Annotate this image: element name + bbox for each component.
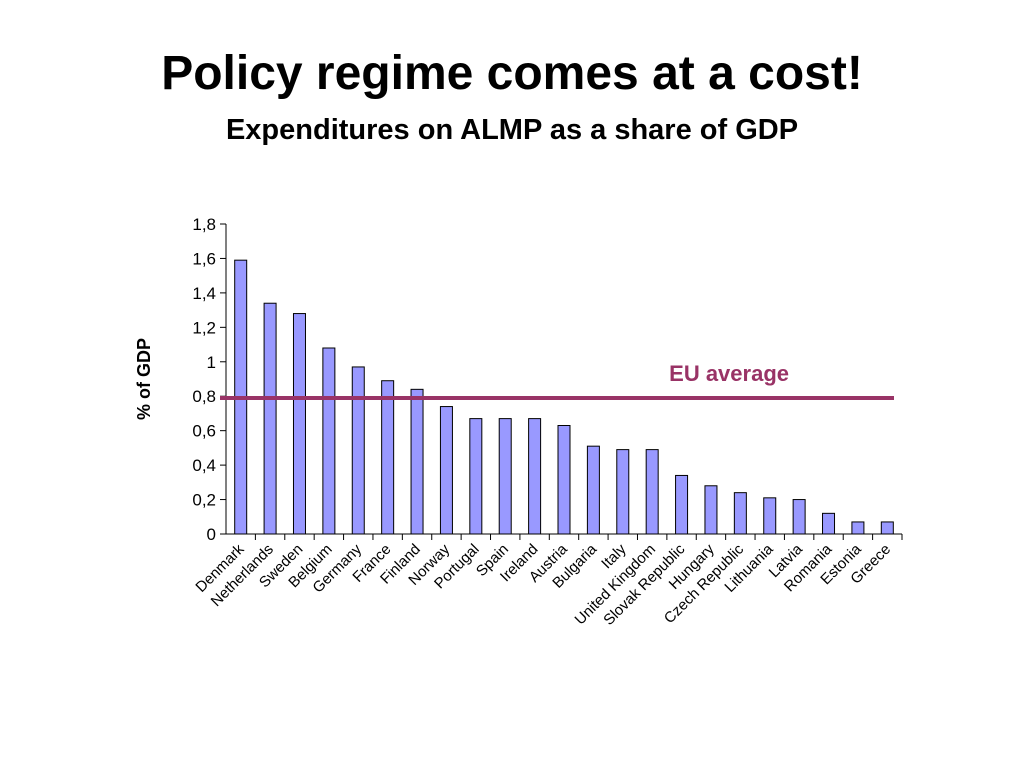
bar-netherlands: [263, 302, 277, 535]
y-tick-label: 1,4: [192, 284, 216, 303]
bar-bulgaria: [586, 445, 600, 535]
bar-finland: [410, 388, 424, 535]
bar-romania: [822, 512, 836, 535]
y-tick-label: 0,2: [192, 491, 216, 510]
y-tick-label: 0,4: [192, 456, 216, 475]
bar-estonia: [851, 521, 865, 535]
bar-italy: [616, 449, 630, 535]
y-axis-ticks: 0 0,2 0,4 0,6 0,8 1 1,2 1,4 1,6 1,8: [192, 215, 226, 544]
bar-portugal: [469, 418, 483, 535]
x-axis-ticks: [254, 534, 903, 540]
y-tick-label: 1,6: [192, 249, 216, 268]
bar-ireland: [528, 418, 542, 535]
bar-greece: [880, 521, 894, 535]
bar-czech-republic: [733, 492, 747, 535]
bar-austria: [557, 425, 571, 535]
y-tick-label: 1,8: [192, 215, 216, 234]
bar-norway: [439, 406, 453, 535]
bar-latvia: [792, 499, 806, 535]
y-tick-label: 0: [207, 525, 216, 544]
bar-germany: [351, 366, 365, 535]
bar-sweden: [292, 313, 306, 535]
bar-hungary: [704, 485, 718, 535]
bar-slovak-republic: [675, 474, 689, 535]
bar-france: [381, 380, 395, 535]
slide-title: Policy regime comes at a cost!: [161, 47, 863, 100]
bar-lithuania: [763, 497, 777, 535]
bar-united-kingdom: [645, 449, 659, 535]
eu-average-label: EU average: [669, 361, 789, 386]
slide-subtitle: Expenditures on ALMP as a share of GDP: [225, 114, 799, 146]
y-tick-label: 0,6: [192, 422, 216, 441]
y-tick-label: 1,2: [192, 318, 216, 337]
bar-belgium: [322, 347, 336, 535]
y-axis-title: % of GDP: [134, 338, 154, 420]
bars: [234, 259, 894, 535]
y-tick-label: 1: [207, 353, 216, 372]
x-axis-category-labels: DenmarkNetherlandsSwedenBelgiumGermanyFr…: [192, 540, 894, 629]
bar-spain: [498, 418, 512, 535]
y-tick-label: 0,8: [192, 387, 216, 406]
